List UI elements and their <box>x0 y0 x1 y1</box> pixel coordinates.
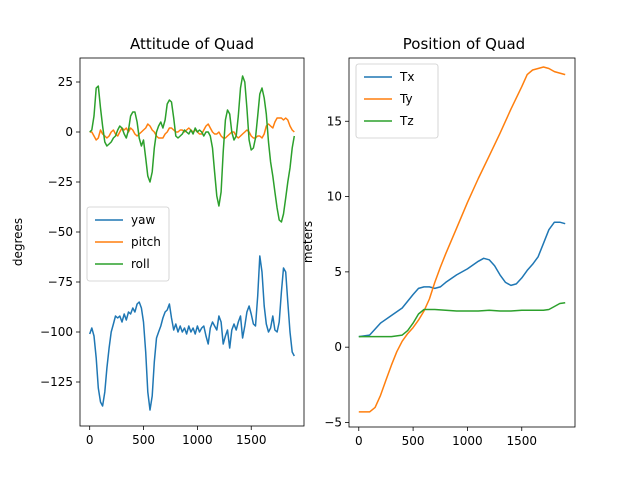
x-tick-label: 0 <box>86 433 94 447</box>
y-tick-label: −5 <box>324 415 342 429</box>
y-tick-label: −50 <box>48 225 73 239</box>
attitude-legend: yaw pitch roll <box>86 206 170 282</box>
position-axes-frame <box>348 57 576 428</box>
y-tick-label: 25 <box>58 75 73 89</box>
y-tick-label: 0 <box>65 125 73 139</box>
series-line-yaw <box>88 255 295 411</box>
x-tick-label: 1500 <box>236 433 267 447</box>
attitude-ticks: 0 500 1000 1500 25 0 −25 −50 −75 −100 −125 <box>40 75 266 447</box>
series-line-tz <box>358 301 566 338</box>
position-legend: Tx Ty Tz <box>355 63 439 139</box>
x-tick-label: 1500 <box>506 434 537 448</box>
legend-label-tz: Tz <box>399 114 414 128</box>
position-lines <box>358 66 566 413</box>
legend-label-ty: Ty <box>399 92 413 106</box>
attitude-title: Attitude of Quad <box>130 35 254 53</box>
position-ylabel: meters <box>301 221 315 263</box>
legend-label-tx: Tx <box>399 70 414 84</box>
y-tick-label: −100 <box>40 325 73 339</box>
attitude-ylabel: degrees <box>11 218 25 266</box>
position-title: Position of Quad <box>403 35 525 53</box>
series-line-roll <box>89 75 296 223</box>
series-line-ty <box>358 66 566 413</box>
y-tick-label: 5 <box>334 265 342 279</box>
x-tick-label: 0 <box>355 434 363 448</box>
x-tick-label: 1000 <box>452 434 483 448</box>
legend-box <box>86 206 170 282</box>
attitude-subplot: Attitude of Quad degrees 0 500 1000 1500250… <box>11 35 305 447</box>
legend-box <box>355 63 439 139</box>
y-tick-label: −75 <box>48 275 73 289</box>
x-tick-label: 500 <box>132 433 155 447</box>
y-tick-label: 10 <box>327 190 342 204</box>
y-tick-label: 0 <box>334 340 342 354</box>
y-tick-label: 15 <box>327 114 342 128</box>
attitude-lines <box>88 75 296 411</box>
attitude-axes-frame <box>79 57 305 427</box>
position-ticks: 0 500 1000 1500 15 10 5 0 −5 <box>324 114 537 448</box>
y-tick-label: −125 <box>40 375 73 389</box>
legend-label-roll: roll <box>131 257 150 271</box>
legend-label-yaw: yaw <box>131 213 155 227</box>
x-tick-label: 500 <box>402 434 425 448</box>
series-line-tx <box>358 221 566 338</box>
x-tick-label: 1000 <box>182 433 213 447</box>
position-subplot: Position of Quad meters 0 500 1000 1500 15 10… <box>301 35 576 448</box>
legend-label-pitch: pitch <box>131 235 161 249</box>
y-tick-label: −25 <box>48 175 73 189</box>
